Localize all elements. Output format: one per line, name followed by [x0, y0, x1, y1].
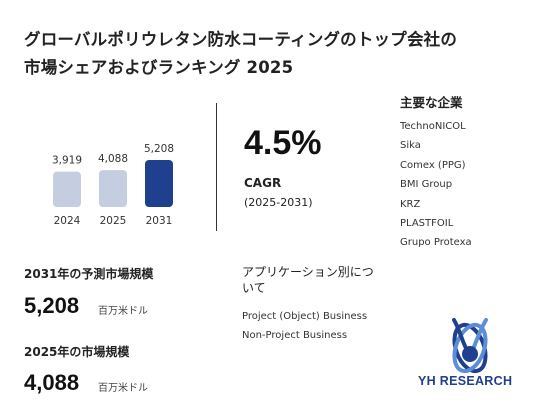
key-companies-list: TechnoNICOL Sika Comex (PPG) BMI Group K…	[400, 117, 472, 253]
applications-heading: アプリケーション別について	[242, 265, 374, 295]
page-title-line-2: 市場シェアおよびランキング 2025	[24, 58, 294, 77]
forecast-market-size-label: 2031年の予測市場規模	[24, 267, 154, 281]
forecast-market-size-unit: 百万米ドル	[98, 306, 148, 317]
x-tick-label: 2031	[146, 215, 173, 227]
bar-2024	[53, 171, 81, 207]
current-market-size-value: 4,088	[24, 370, 80, 395]
current-market-size-unit: 百万米ドル	[98, 383, 148, 394]
applications-list: Project (Object) Business Non-Project Bu…	[242, 307, 367, 345]
x-tick-label: 2024	[54, 215, 81, 227]
market-size-bar-chart: 3,919 2024 4,088 2025 5,208 2031	[52, 143, 174, 227]
yh-research-logo-text: YH RESEARCH	[418, 374, 513, 388]
current-market-size-label: 2025年の市場規模	[24, 345, 130, 359]
yh-research-logo-icon	[452, 318, 488, 374]
application-item: Non-Project Business	[242, 330, 348, 341]
company-item: Sika	[400, 140, 421, 152]
bar-2031	[145, 160, 173, 207]
cagr-value: 4.5%	[244, 124, 322, 162]
page-title-line-1: グローバルポリウレタン防水コーティングのトップ会社の	[24, 30, 458, 49]
forecast-market-size-value: 5,208	[24, 293, 80, 318]
x-tick-label: 2025	[100, 215, 127, 227]
company-item: BMI Group	[400, 179, 453, 191]
bar-value-label: 5,208	[144, 143, 174, 155]
cagr-label: CAGR	[244, 176, 282, 190]
page-title: グローバルポリウレタン防水コーティングのトップ会社の 市場シェアおよびランキング…	[24, 26, 544, 82]
bar-2025	[99, 170, 127, 207]
company-item: Comex (PPG)	[400, 159, 466, 171]
company-item: PLASTFOIL	[400, 218, 454, 230]
bar-value-label: 3,919	[52, 155, 82, 167]
company-item: Grupo Protexa	[400, 237, 472, 249]
company-item: TechnoNICOL	[400, 121, 466, 132]
application-item: Project (Object) Business	[242, 311, 368, 322]
section-divider	[216, 103, 217, 231]
cagr-period: (2025-2031)	[244, 196, 313, 209]
bar-value-label: 4,088	[98, 153, 128, 165]
company-item: KRZ	[400, 198, 421, 210]
key-companies-heading: 主要な企業	[400, 95, 463, 110]
